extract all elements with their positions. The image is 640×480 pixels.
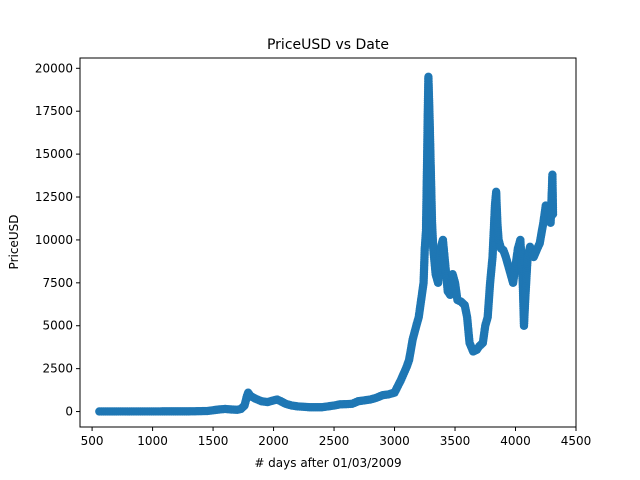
x-tick-label-2500: 2500	[319, 434, 350, 448]
y-tick-label-12500: 12500	[35, 190, 73, 204]
x-tick-label-3000: 3000	[379, 434, 410, 448]
x-tick-label-4000: 4000	[500, 434, 531, 448]
data-point-807	[548, 209, 558, 219]
x-axis-label: # days after 01/03/2009	[254, 456, 401, 470]
x-tick-label-1000: 1000	[137, 434, 168, 448]
y-tick-label-17500: 17500	[35, 104, 73, 118]
y-axis-ticks: 0 2500 5000 7500 10000 12500 15000 17500 20000	[35, 61, 80, 419]
y-tick-label-2500: 2500	[42, 362, 73, 376]
x-tick-label-2000: 2000	[258, 434, 289, 448]
y-axis-label: PriceUSD	[7, 215, 21, 270]
y-tick-label-10000: 10000	[35, 233, 73, 247]
y-tick-label-0: 0	[65, 405, 73, 419]
x-tick-label-500: 500	[81, 434, 104, 448]
x-axis-ticks: 500 1000 1500 2000 2500 3000 3500 4000 4500	[81, 427, 592, 448]
plot-area-frame	[79, 57, 577, 428]
x-tick-label-4500: 4500	[561, 434, 592, 448]
x-tick-label-3500: 3500	[440, 434, 471, 448]
y-tick-label-20000: 20000	[35, 61, 73, 75]
y-tick-label-15000: 15000	[35, 147, 73, 161]
data-points	[95, 72, 558, 416]
y-tick-label-7500: 7500	[42, 276, 73, 290]
x-tick-label-1500: 1500	[198, 434, 229, 448]
chart-title: PriceUSD vs Date	[267, 37, 389, 53]
y-tick-label-5000: 5000	[42, 319, 73, 333]
